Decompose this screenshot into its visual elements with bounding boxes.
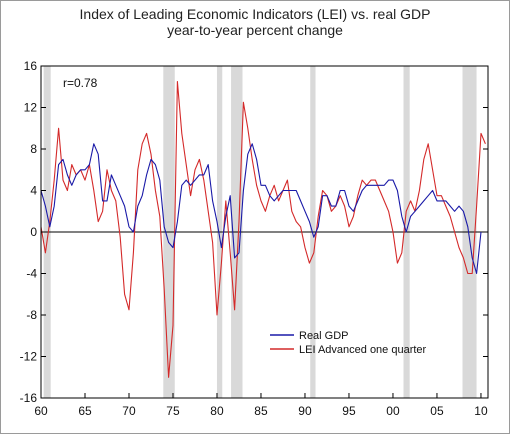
y-tick-label: 16 xyxy=(24,59,38,73)
legend: Real GDP LEI Advanced one quarter xyxy=(270,330,427,356)
y-tick-label: 12 xyxy=(24,101,38,115)
x-tick-label: 65 xyxy=(78,404,92,418)
y-tick-label: 0 xyxy=(30,225,37,239)
x-tick-label: 80 xyxy=(210,404,224,418)
correlation-annotation: r=0.78 xyxy=(63,76,98,90)
x-tick-label: 05 xyxy=(430,404,444,418)
x-tick-label: 10 xyxy=(474,404,488,418)
y-tick-label: -4 xyxy=(26,267,37,281)
x-tick-label: 00 xyxy=(386,404,400,418)
legend-label-lei: LEI Advanced one quarter xyxy=(299,344,427,356)
y-tick-label: 8 xyxy=(30,142,37,156)
series-line-lei xyxy=(40,81,486,378)
legend-label-real-gdp: Real GDP xyxy=(299,330,349,342)
x-tick-label: 70 xyxy=(122,404,136,418)
x-tick-label: 60 xyxy=(34,404,48,418)
x-tick-label: 75 xyxy=(166,404,180,418)
x-tick-label: 95 xyxy=(342,404,356,418)
y-tick-label: -8 xyxy=(26,308,37,322)
x-tick-label: 90 xyxy=(298,404,312,418)
chart-subtitle: year-to-year percent change xyxy=(167,22,343,38)
series-layer xyxy=(40,81,486,378)
series-line-real-gdp xyxy=(40,143,482,275)
ticks-layer: -16 -12 -8 -4 0 4 8 12 16 60 65 70 75 80 85 90 95 00 05 10 xyxy=(20,59,488,418)
y-tick-label: -16 xyxy=(20,391,38,405)
y-tick-label: -12 xyxy=(20,350,38,364)
x-tick-label: 85 xyxy=(254,404,268,418)
chart-title: Index of Leading Economic Indicators (LE… xyxy=(79,6,431,22)
y-tick-label: 4 xyxy=(30,184,37,198)
